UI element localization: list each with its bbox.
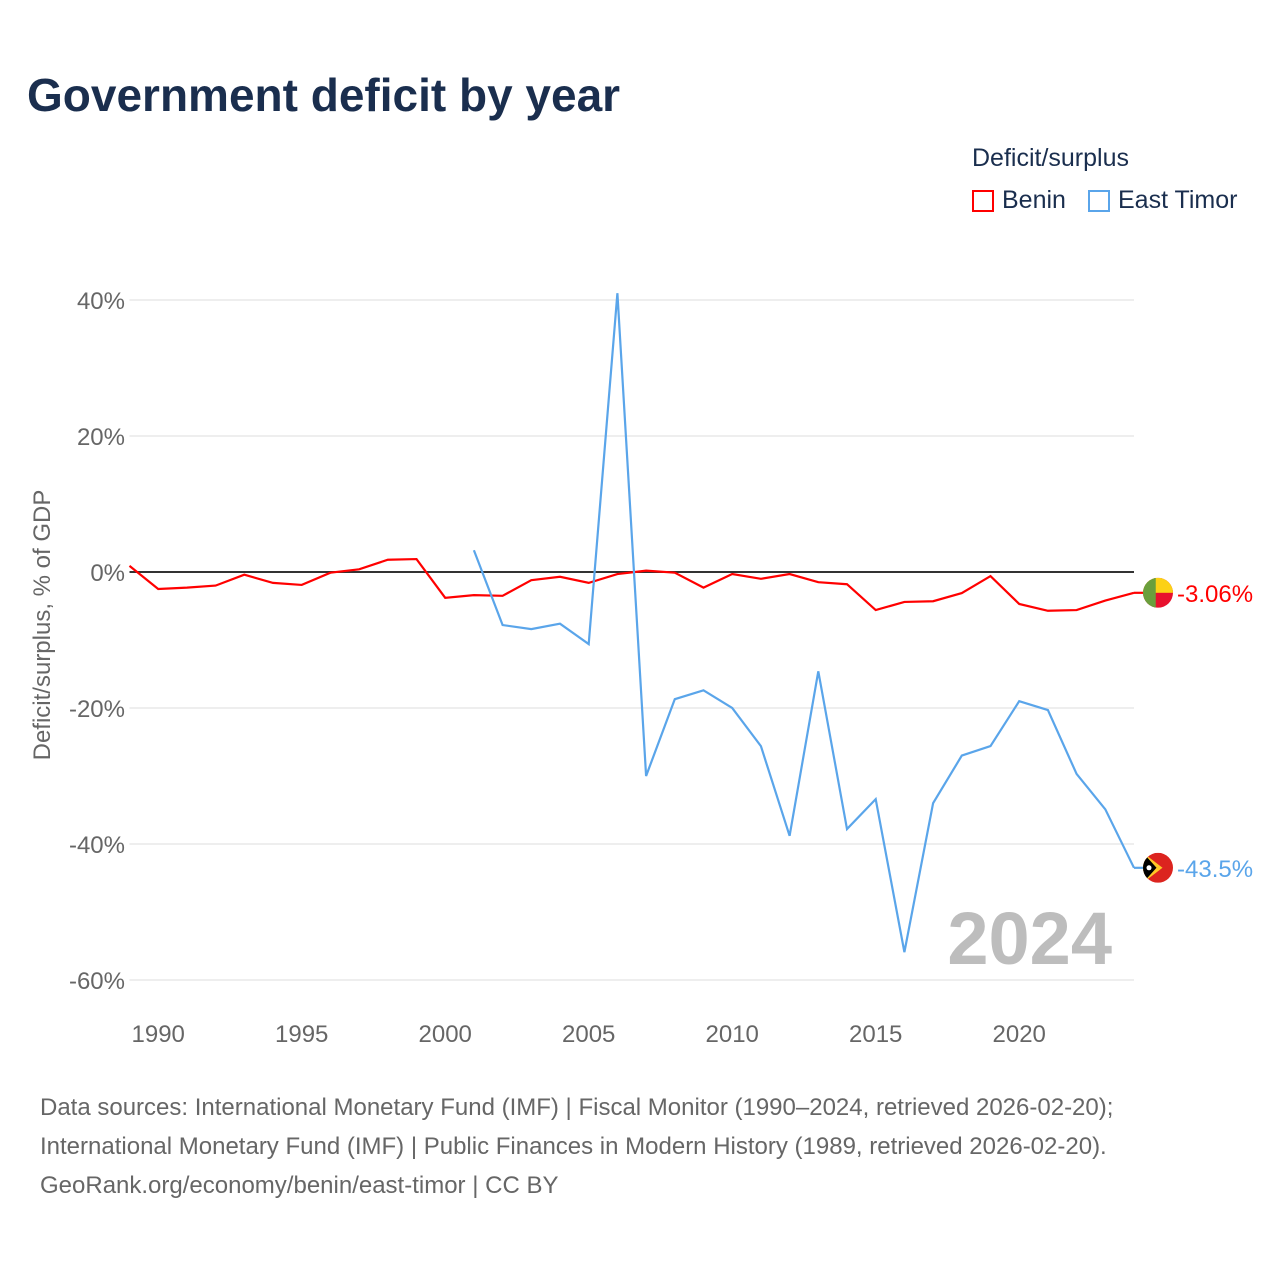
series-line-east-timor	[472, 293, 1135, 953]
footer-link[interactable]: GeoRank.org/economy/benin/east-timor | C…	[40, 1172, 559, 1199]
page-title: Government deficit by year	[27, 69, 621, 121]
x-tick-label: 2005	[562, 1021, 615, 1048]
y-tick-label: -40%	[69, 832, 125, 859]
x-tick-label: 2015	[849, 1021, 902, 1048]
series-line-benin	[128, 557, 1135, 612]
y-tick-label: 0%	[90, 560, 125, 587]
x-tick-label: 1990	[132, 1021, 185, 1048]
end-value-label: -3.06%	[1177, 581, 1253, 608]
footer-line: International Monetary Fund (IMF) | Publ…	[40, 1133, 1107, 1160]
legend-swatch	[972, 189, 994, 212]
y-tick-label: 40%	[77, 288, 125, 315]
footer-sources: Data sources: International Monetary Fun…	[40, 1088, 1113, 1205]
y-tick-label: 20%	[77, 424, 125, 451]
legend-swatch	[1088, 189, 1110, 212]
y-tick-label: -20%	[69, 696, 125, 723]
benin-flag-icon	[1143, 577, 1173, 608]
x-tick-label: 2010	[706, 1021, 759, 1048]
x-tick-label: 2000	[419, 1021, 472, 1048]
y-axis-label: Deficit/surplus, % of GDP	[29, 490, 56, 761]
legend-title: Deficit/surplus	[972, 144, 1129, 172]
legend-label: Benin	[1002, 186, 1066, 214]
east-timor-flag-icon	[1143, 852, 1173, 883]
footer-line: Data sources: International Monetary Fun…	[40, 1094, 1114, 1121]
y-tick-label: -60%	[69, 968, 125, 995]
year-watermark: 2024	[947, 897, 1112, 980]
x-tick-label: 2020	[993, 1021, 1046, 1048]
legend-item-east-timor[interactable]: East Timor	[1088, 186, 1237, 215]
legend-label: East Timor	[1118, 186, 1238, 214]
x-tick-label: 1995	[275, 1021, 328, 1048]
legend-item-benin[interactable]: Benin	[972, 186, 1066, 215]
end-value-label: -43.5%	[1177, 856, 1253, 883]
